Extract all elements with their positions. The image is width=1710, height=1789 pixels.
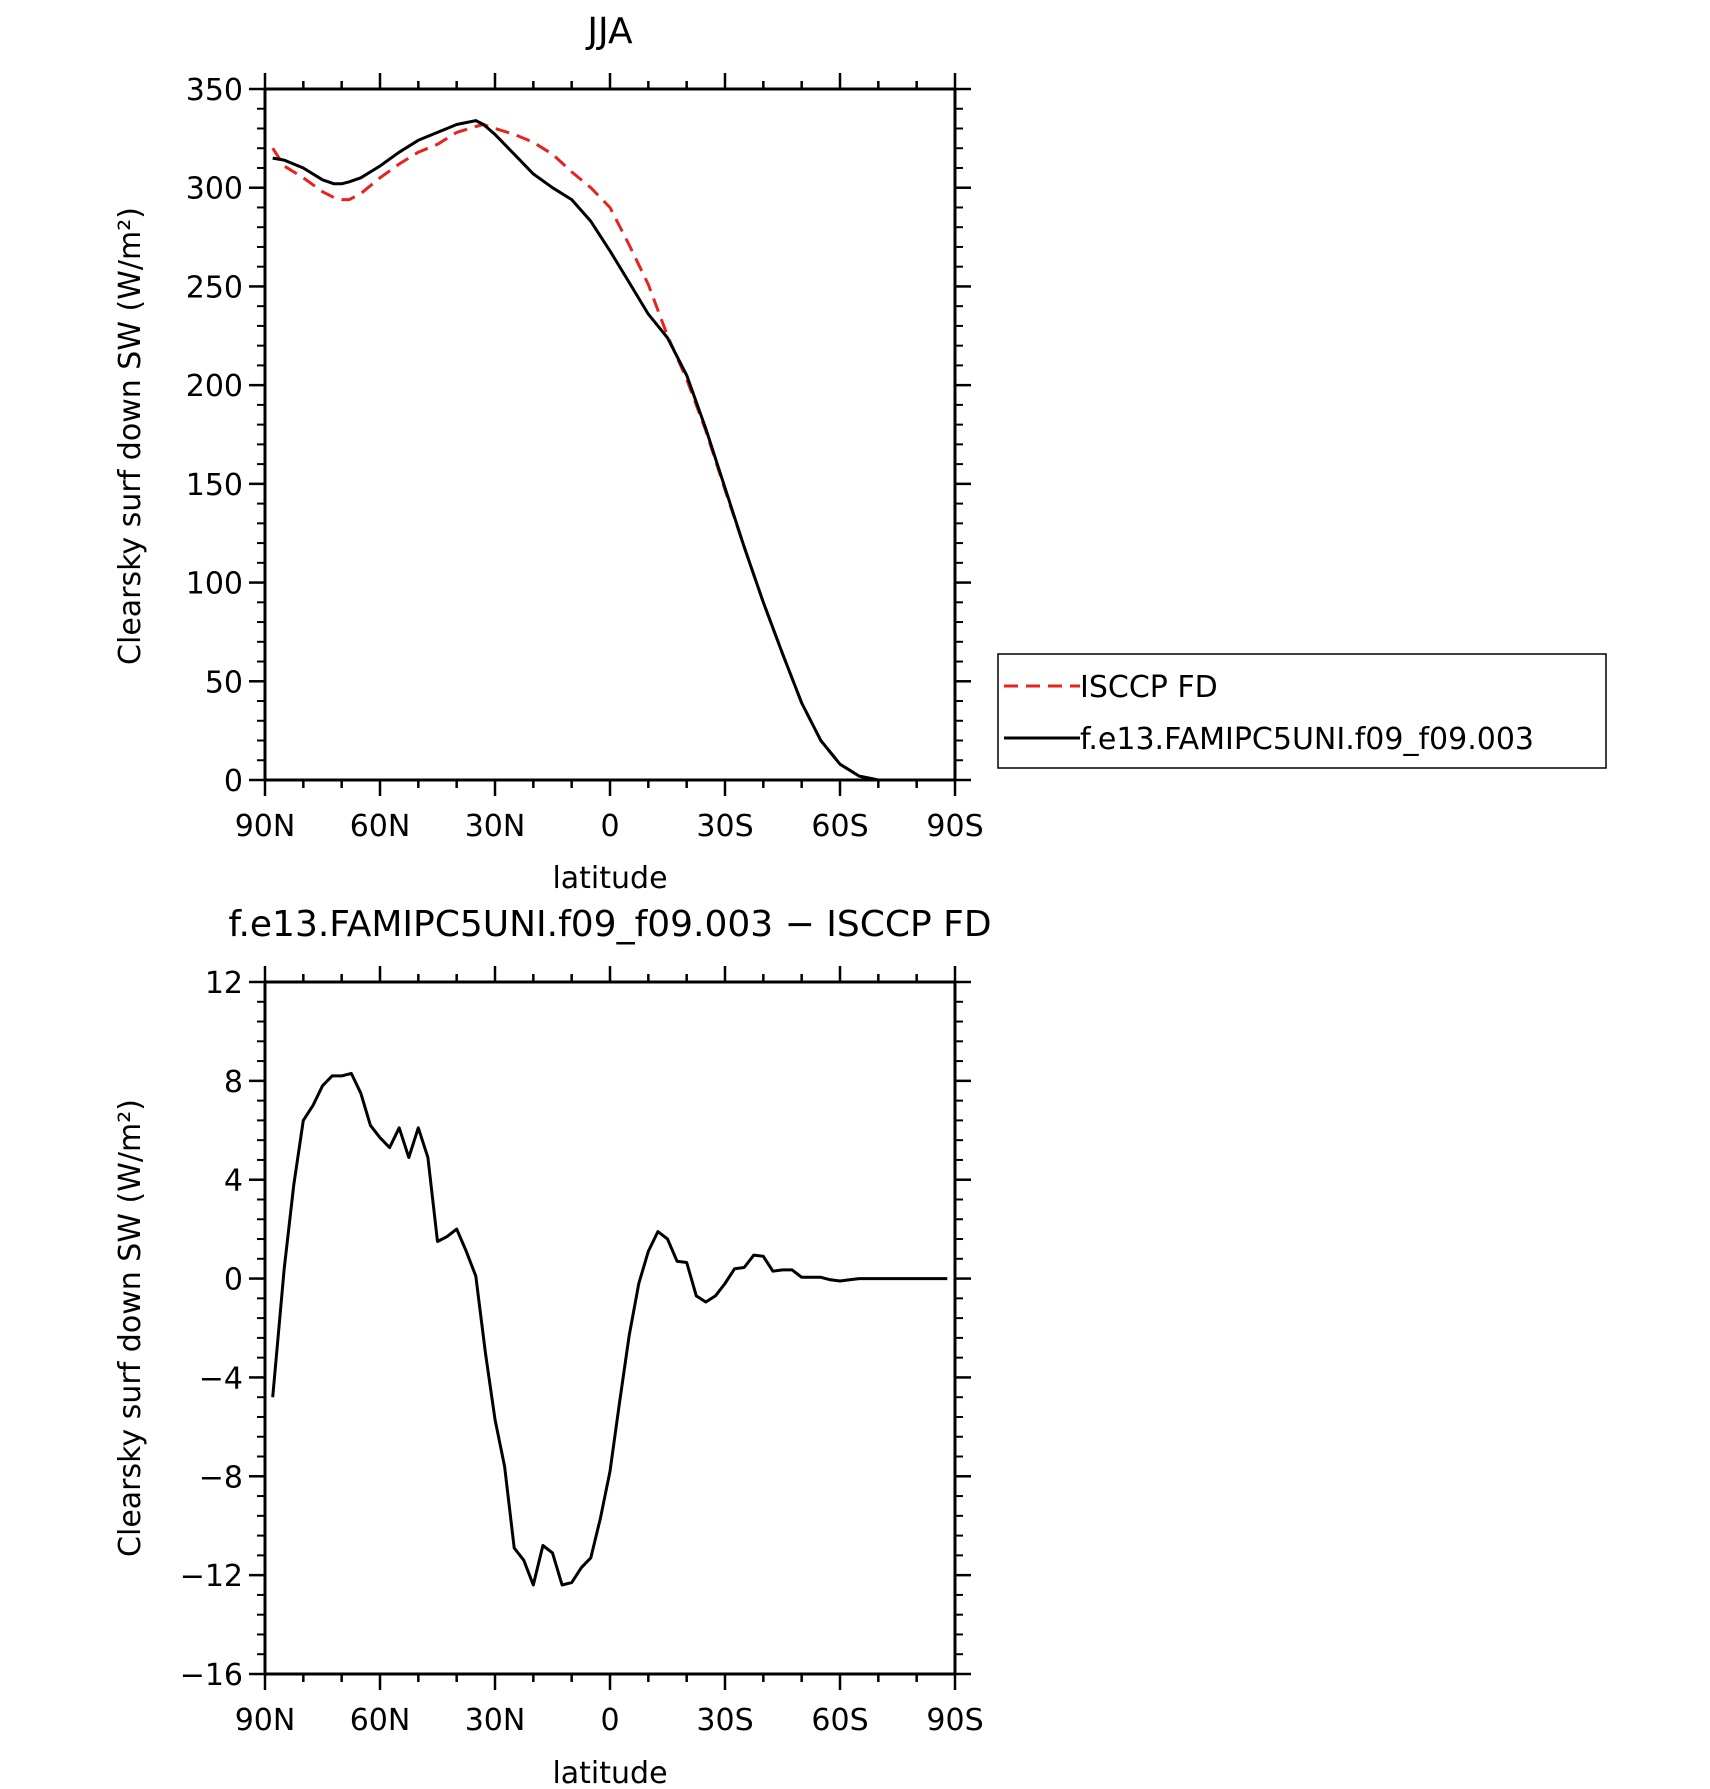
top-y-tick-label: 50 xyxy=(205,665,243,700)
bottom-y-tick-label: −4 xyxy=(199,1361,243,1396)
bottom-y-tick-label: 4 xyxy=(224,1164,243,1199)
bottom-chart-xlabel: latitude xyxy=(552,1756,667,1789)
top-x-tick-label: 0 xyxy=(600,809,619,844)
bottom-series-line-0 xyxy=(271,1071,948,1587)
bottom-chart-title: f.e13.FAMIPC5UNI.f09_f09.003 − ISCCP FD xyxy=(228,904,991,945)
top-series-line-0 xyxy=(271,123,948,782)
bottom-chart-ylabel: Clearsky surf down SW (W/m²) xyxy=(113,1099,148,1557)
top-x-tick-label: 90S xyxy=(926,809,983,844)
bottom-x-tick-label: 60N xyxy=(350,1703,411,1738)
top-y-tick-label: 150 xyxy=(186,468,243,503)
top-chart-ticks: 90N 60N 30N 0 30S 60S 90S 0 50 100 150 200 250 300 350 xyxy=(186,73,984,844)
bottom-y-tick-label: 0 xyxy=(224,1263,243,1298)
top-chart-series xyxy=(271,119,948,782)
top-x-tick-label: 30N xyxy=(465,809,526,844)
bottom-chart-panel: 90N 60N 30N 0 30S 60S 90S −16 −12 −8 −4 0 4 8 12 f.e13… xyxy=(113,904,992,1789)
top-y-tick-label: 200 xyxy=(186,369,243,404)
bottom-plot-frame xyxy=(263,980,957,1676)
bottom-x-tick-label: 60S xyxy=(811,1703,868,1738)
top-chart-xlabel: latitude xyxy=(552,861,667,896)
bottom-x-tick-label: 90N xyxy=(235,1703,296,1738)
top-x-tick-label: 60N xyxy=(350,809,411,844)
top-x-tick-label: 60S xyxy=(811,809,868,844)
bottom-y-tick-label: −8 xyxy=(199,1460,243,1495)
top-chart-ylabel: Clearsky surf down SW (W/m²) xyxy=(113,207,148,665)
top-y-tick-label: 0 xyxy=(224,764,243,799)
top-x-tick-label: 30S xyxy=(696,809,753,844)
top-plot-frame xyxy=(263,87,957,782)
top-y-tick-label: 350 xyxy=(186,73,243,108)
bottom-y-tick-label: 12 xyxy=(205,966,243,1001)
bottom-x-tick-label: 30S xyxy=(696,1703,753,1738)
top-y-tick-label: 100 xyxy=(186,567,243,602)
top-y-tick-label: 300 xyxy=(186,172,243,207)
top-chart-legend: ISCCP FD f.e13.FAMIPC5UNI.f09_f09.003 xyxy=(997,653,1607,769)
bottom-y-tick-label: −12 xyxy=(180,1559,243,1594)
bottom-x-tick-label: 30N xyxy=(465,1703,526,1738)
bottom-chart-ticks: 90N 60N 30N 0 30S 60S 90S −16 −12 −8 −4 0 4 8 12 xyxy=(180,966,984,1738)
legend-label-isccp: ISCCP FD xyxy=(1080,670,1218,705)
legend-label-model: f.e13.FAMIPC5UNI.f09_f09.003 xyxy=(1080,722,1534,757)
bottom-chart-series xyxy=(271,1071,948,1587)
top-chart-panel: 90N 60N 30N 0 30S 60S 90S 0 50 100 150 200 250 300 350… xyxy=(113,11,1607,896)
top-chart-title: JJA xyxy=(585,11,633,52)
top-series-line-1 xyxy=(272,119,948,782)
bottom-x-tick-label: 0 xyxy=(600,1703,619,1738)
bottom-y-tick-label: −16 xyxy=(180,1658,243,1693)
legend-box xyxy=(997,653,1607,769)
top-x-tick-label: 90N xyxy=(235,809,296,844)
bottom-y-tick-label: 8 xyxy=(224,1065,243,1100)
bottom-x-tick-label: 90S xyxy=(926,1703,983,1738)
top-y-tick-label: 250 xyxy=(186,270,243,305)
